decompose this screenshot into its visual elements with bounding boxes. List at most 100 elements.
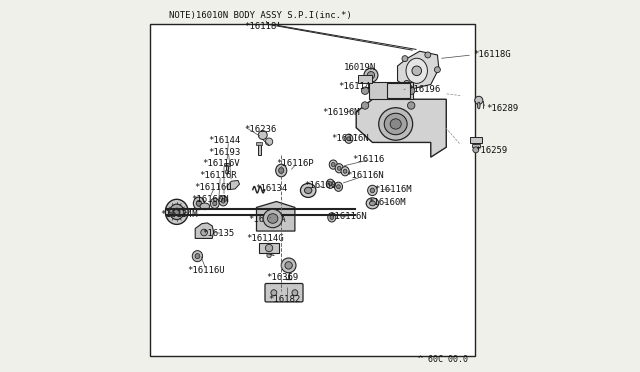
Ellipse shape xyxy=(193,197,204,210)
Ellipse shape xyxy=(341,167,349,176)
Ellipse shape xyxy=(192,251,203,262)
Circle shape xyxy=(408,102,415,109)
Text: *16116N: *16116N xyxy=(346,171,383,180)
Ellipse shape xyxy=(173,208,180,215)
Circle shape xyxy=(266,244,273,252)
Circle shape xyxy=(271,290,277,296)
Text: *16116N: *16116N xyxy=(330,212,367,221)
Ellipse shape xyxy=(326,179,334,188)
Polygon shape xyxy=(397,51,439,89)
Ellipse shape xyxy=(328,213,336,222)
Bar xyxy=(470,137,482,143)
Circle shape xyxy=(425,52,431,58)
Text: *16118: *16118 xyxy=(244,22,276,31)
Ellipse shape xyxy=(379,108,413,140)
Text: *16236: *16236 xyxy=(244,125,276,134)
Circle shape xyxy=(225,170,229,174)
Ellipse shape xyxy=(335,164,343,173)
Circle shape xyxy=(266,138,273,145)
FancyBboxPatch shape xyxy=(265,283,303,302)
Ellipse shape xyxy=(300,183,316,198)
Text: ^ 60C 00.0: ^ 60C 00.0 xyxy=(418,356,468,365)
Bar xyxy=(387,83,410,99)
Text: *16134M: *16134M xyxy=(161,210,198,219)
Circle shape xyxy=(292,290,298,296)
Text: *16160N: *16160N xyxy=(191,195,228,204)
Polygon shape xyxy=(356,99,446,157)
Text: *16289: *16289 xyxy=(486,104,518,113)
Circle shape xyxy=(281,258,296,273)
Ellipse shape xyxy=(165,199,188,224)
Circle shape xyxy=(362,102,369,109)
Circle shape xyxy=(475,96,483,105)
Circle shape xyxy=(473,147,479,153)
Text: *16118G: *16118G xyxy=(473,51,511,60)
Text: *16114G: *16114G xyxy=(246,234,284,243)
Text: *16134: *16134 xyxy=(255,184,287,193)
Text: 16019N: 16019N xyxy=(344,62,376,72)
Circle shape xyxy=(435,67,440,73)
Text: *16116: *16116 xyxy=(352,155,384,164)
Circle shape xyxy=(402,56,408,62)
Text: *16116P: *16116P xyxy=(276,159,314,169)
Ellipse shape xyxy=(263,209,282,228)
Text: *16196: *16196 xyxy=(408,85,441,94)
Ellipse shape xyxy=(170,204,184,219)
Ellipse shape xyxy=(278,167,284,173)
Circle shape xyxy=(285,262,292,269)
Ellipse shape xyxy=(406,58,428,83)
Bar xyxy=(257,142,262,145)
Circle shape xyxy=(201,229,207,236)
Circle shape xyxy=(412,66,422,76)
Bar xyxy=(226,163,228,173)
Ellipse shape xyxy=(370,188,374,193)
Bar xyxy=(258,144,261,155)
Ellipse shape xyxy=(477,102,480,109)
Ellipse shape xyxy=(384,113,407,135)
Circle shape xyxy=(404,80,410,86)
Text: NOTE)16010N BODY ASSY S.P.I(inc.*): NOTE)16010N BODY ASSY S.P.I(inc.*) xyxy=(168,11,351,20)
Text: *16116V: *16116V xyxy=(203,159,240,169)
Text: *16116M: *16116M xyxy=(374,185,412,194)
Ellipse shape xyxy=(345,134,353,143)
Text: *16259: *16259 xyxy=(475,147,508,155)
Text: *16114: *16114 xyxy=(338,82,370,91)
Ellipse shape xyxy=(276,164,287,177)
Circle shape xyxy=(364,68,378,82)
Bar xyxy=(150,23,475,356)
Ellipse shape xyxy=(221,198,225,203)
Ellipse shape xyxy=(337,185,340,189)
Text: *16369: *16369 xyxy=(266,273,299,282)
Bar xyxy=(358,75,372,83)
Text: *16116N: *16116N xyxy=(331,134,369,142)
Ellipse shape xyxy=(305,187,312,193)
Ellipse shape xyxy=(211,198,220,209)
Text: *16160: *16160 xyxy=(305,181,337,190)
Ellipse shape xyxy=(390,119,401,129)
Circle shape xyxy=(259,131,268,140)
Ellipse shape xyxy=(332,163,335,167)
Polygon shape xyxy=(257,202,295,231)
Bar xyxy=(472,144,480,147)
Polygon shape xyxy=(369,82,413,99)
Ellipse shape xyxy=(337,166,341,170)
Ellipse shape xyxy=(195,254,200,259)
Bar xyxy=(259,243,278,253)
Ellipse shape xyxy=(366,198,379,209)
Ellipse shape xyxy=(328,182,332,186)
Ellipse shape xyxy=(200,203,210,210)
Text: *16116R: *16116R xyxy=(200,171,237,180)
Text: *16116U: *16116U xyxy=(194,183,231,192)
Ellipse shape xyxy=(196,201,202,206)
Text: *16193: *16193 xyxy=(208,148,240,157)
Ellipse shape xyxy=(268,214,278,223)
Ellipse shape xyxy=(329,160,337,169)
Bar xyxy=(225,163,230,166)
Ellipse shape xyxy=(367,185,377,196)
Ellipse shape xyxy=(369,201,376,206)
Circle shape xyxy=(267,253,271,258)
Text: *16160M: *16160M xyxy=(368,198,406,207)
Text: *16182: *16182 xyxy=(268,295,301,304)
Text: *16144: *16144 xyxy=(208,137,240,145)
Ellipse shape xyxy=(212,201,217,206)
